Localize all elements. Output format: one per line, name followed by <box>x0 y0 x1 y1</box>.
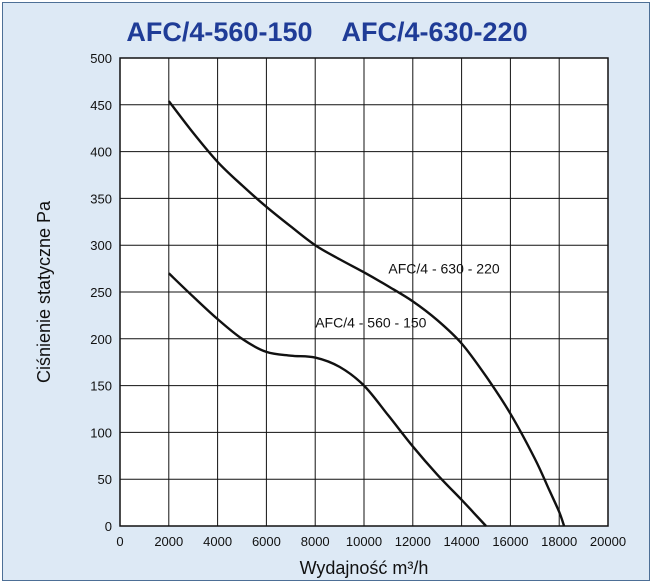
y-tick-label: 150 <box>90 379 112 394</box>
x-tick-label: 20000 <box>590 534 626 549</box>
y-axis-label: Ciśnienie statyczne Pa <box>34 200 54 383</box>
x-tick-label: 8000 <box>301 534 330 549</box>
series-label-1: AFC/4 - 630 - 220 <box>388 260 499 276</box>
y-tick-label: 0 <box>105 519 112 534</box>
y-tick-label: 500 <box>90 51 112 66</box>
x-tick-label: 16000 <box>492 534 528 549</box>
y-tick-label: 200 <box>90 332 112 347</box>
y-tick-label: 350 <box>90 191 112 206</box>
y-tick-label: 250 <box>90 285 112 300</box>
x-tick-label: 6000 <box>252 534 281 549</box>
series-line-2 <box>167 272 487 527</box>
x-tick-label: 0 <box>116 534 123 549</box>
series-label-2: AFC/4 - 560 - 150 <box>315 315 426 331</box>
x-tick-label: 4000 <box>203 534 232 549</box>
series-line-1 <box>167 100 566 527</box>
y-tick-label: 50 <box>98 472 112 487</box>
y-tick-label: 100 <box>90 425 112 440</box>
x-tick-label: 18000 <box>541 534 577 549</box>
x-tick-label: 2000 <box>154 534 183 549</box>
chart-title: AFC/4-560-150 AFC/4-630-220 <box>126 17 528 47</box>
y-tick-label: 400 <box>90 145 112 160</box>
y-tick-label: 450 <box>90 98 112 113</box>
x-tick-label: 14000 <box>444 534 480 549</box>
x-tick-label: 10000 <box>346 534 382 549</box>
x-axis-label: Wydajność m³/h <box>300 558 429 578</box>
y-tick-label: 300 <box>90 238 112 253</box>
x-tick-label: 12000 <box>395 534 431 549</box>
